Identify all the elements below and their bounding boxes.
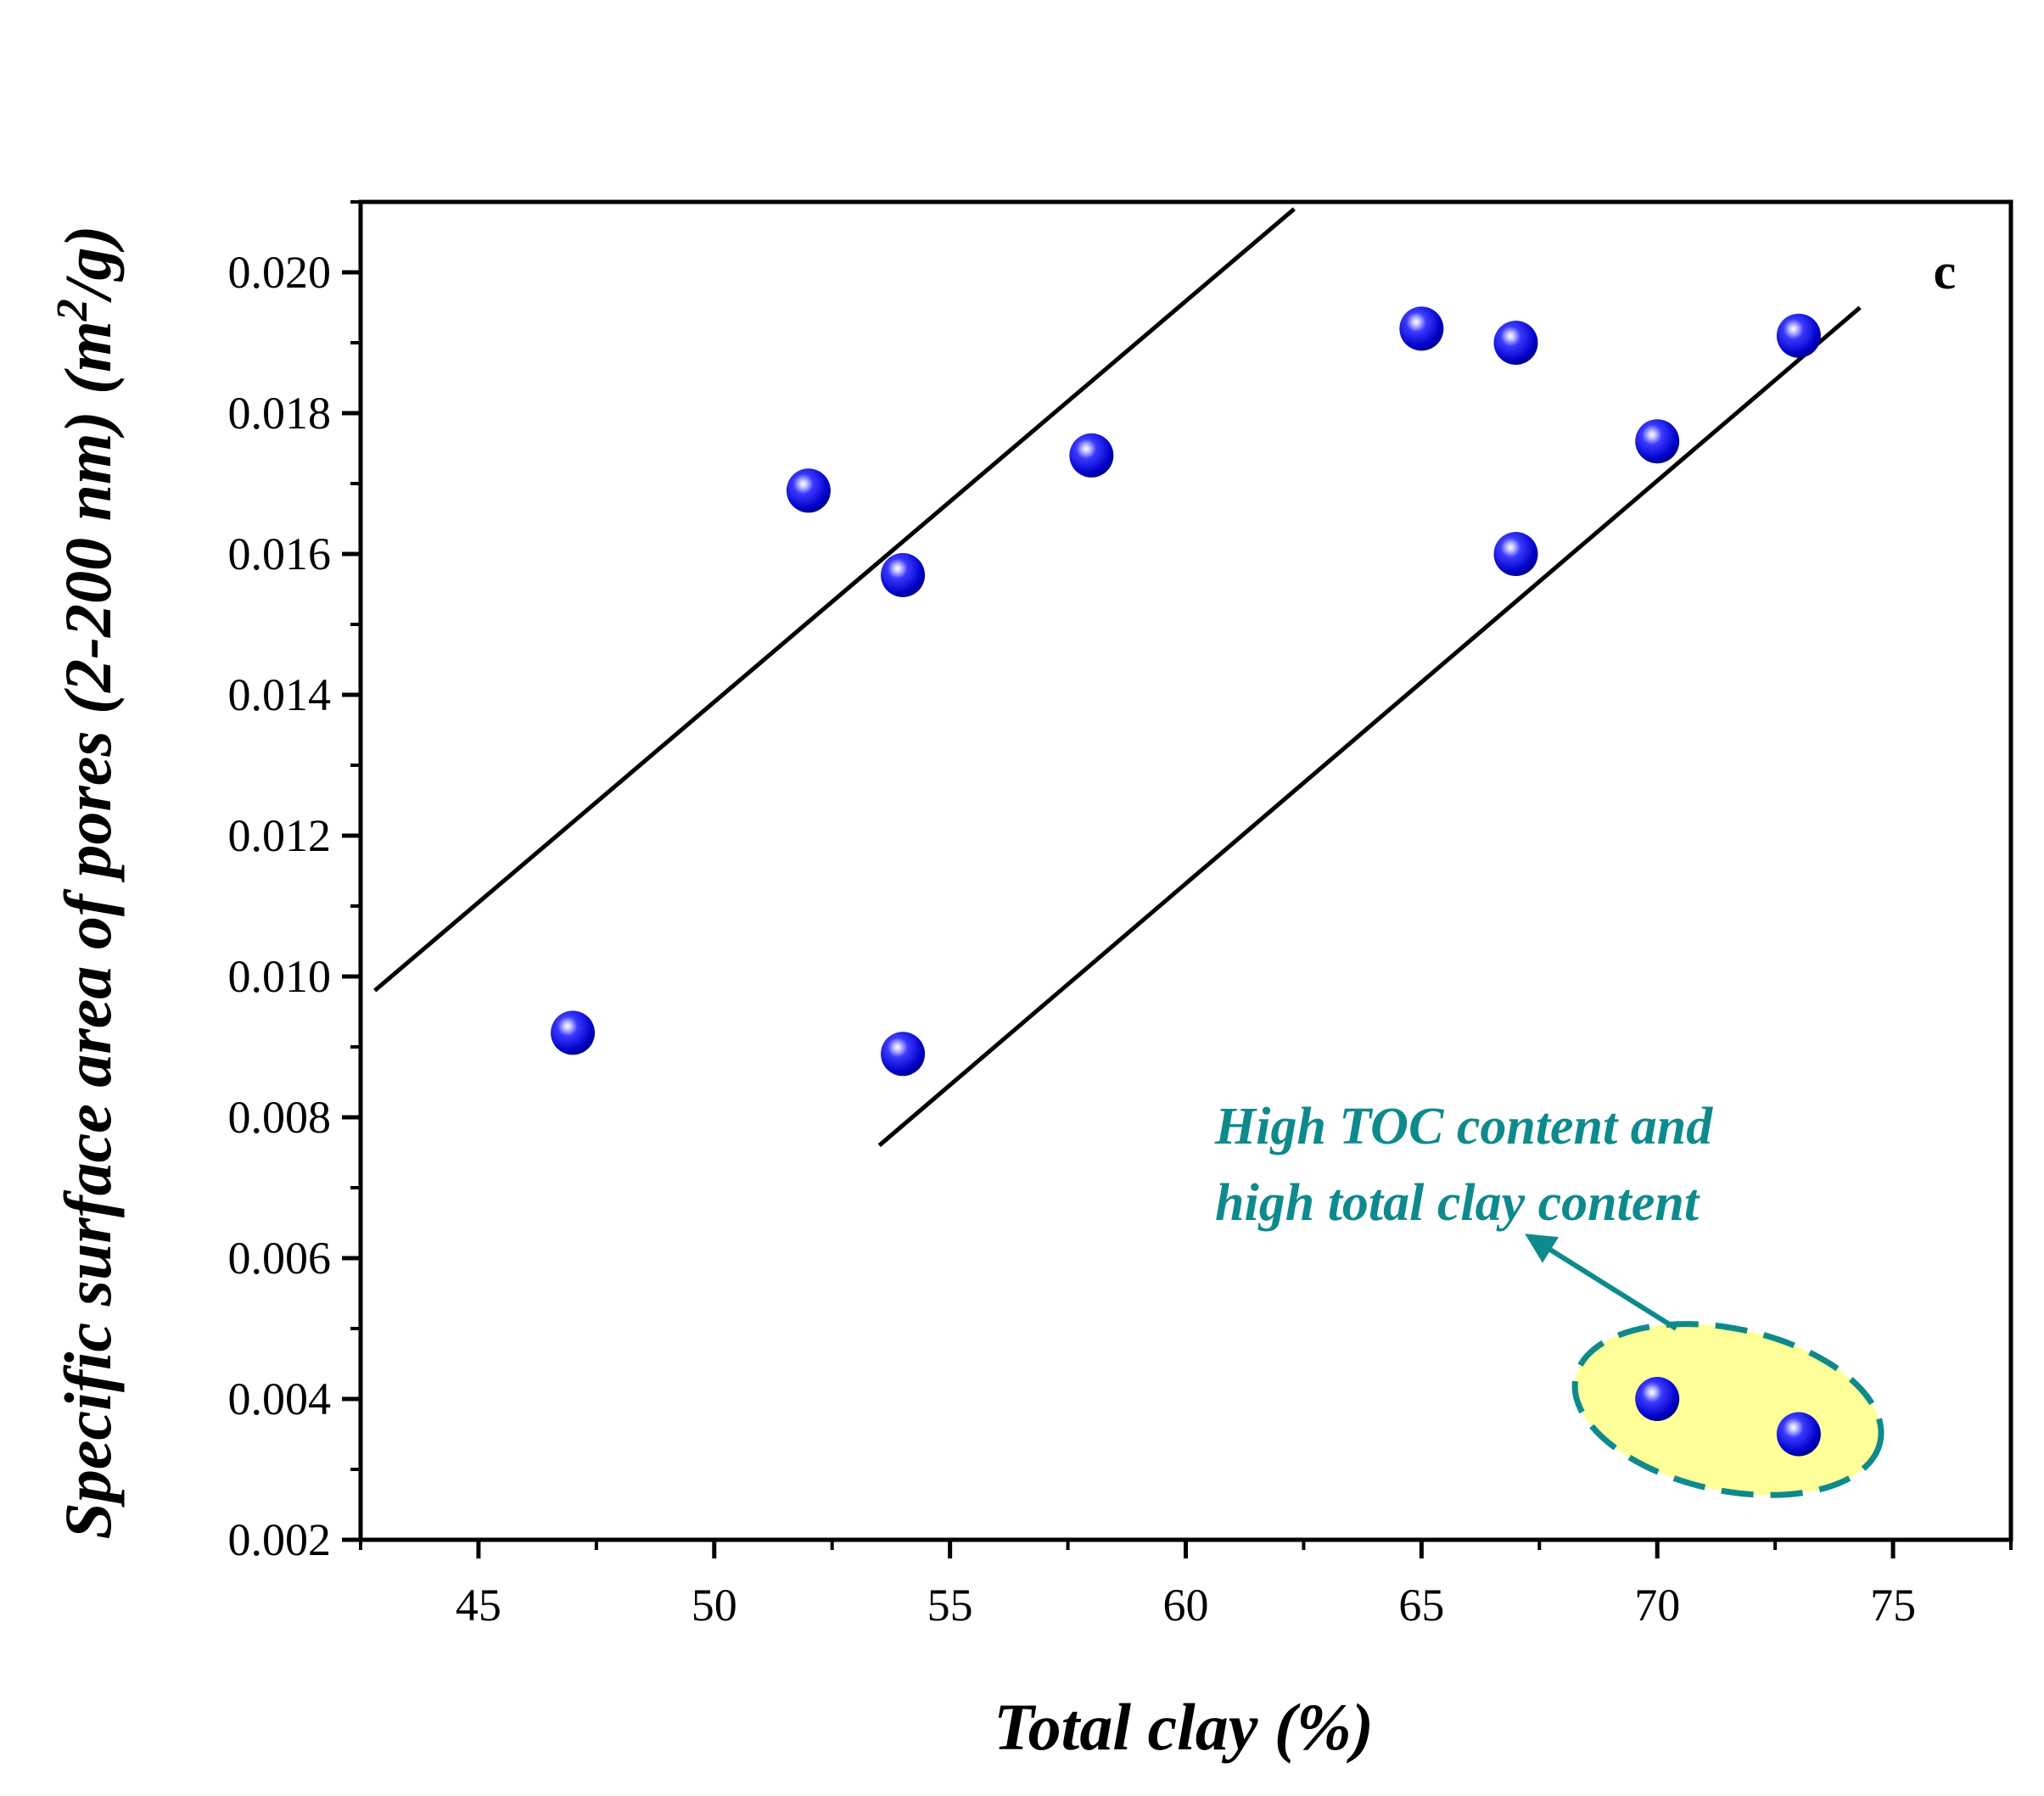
y-axis-title: Specific surface area of pores (2-200 nm… bbox=[48, 226, 126, 1540]
data-point bbox=[551, 1010, 596, 1055]
data-point bbox=[1399, 306, 1444, 351]
y-tick-label: 0.020 bbox=[228, 247, 332, 298]
trend-lines bbox=[373, 207, 1862, 1148]
data-point bbox=[1493, 321, 1538, 365]
annotation-line-1: High TOC content and bbox=[1214, 1098, 1713, 1155]
x-tick-label: 60 bbox=[1163, 1580, 1209, 1631]
y-axis-title-end: /g) bbox=[51, 226, 125, 304]
y-tick-label: 0.012 bbox=[228, 810, 332, 861]
x-tick-label: 45 bbox=[456, 1580, 501, 1631]
annotation-arrow bbox=[1525, 1234, 1678, 1331]
x-tick-label: 75 bbox=[1870, 1580, 1916, 1631]
x-tick-label: 50 bbox=[692, 1580, 737, 1631]
trend-line bbox=[877, 305, 1862, 1148]
y-tick-label: 0.018 bbox=[228, 388, 332, 439]
y-tick-label: 0.014 bbox=[228, 669, 332, 720]
y-axis-ticks: 0.002 0.004 0.006 0.008 0.010 0.012 0.014 0.016… bbox=[228, 200, 361, 1565]
trend-line bbox=[373, 207, 1296, 993]
x-tick-label: 65 bbox=[1398, 1580, 1444, 1631]
y-tick-label: 0.006 bbox=[228, 1233, 332, 1284]
data-point bbox=[1069, 433, 1114, 478]
y-tick-label: 0.016 bbox=[228, 529, 332, 579]
x-tick-label: 70 bbox=[1634, 1580, 1680, 1631]
data-point bbox=[1776, 313, 1821, 358]
data-point bbox=[1635, 419, 1680, 464]
data-points bbox=[551, 306, 1821, 1457]
annotation-line-2: high total clay content bbox=[1215, 1174, 1700, 1232]
data-point bbox=[786, 468, 831, 513]
x-axis-ticks: 45 50 55 60 65 70 75 bbox=[359, 1540, 2013, 1631]
y-axis-title-superscript: 2 bbox=[48, 299, 97, 322]
data-point bbox=[1776, 1412, 1821, 1457]
highlight-ellipse bbox=[1571, 1321, 1884, 1498]
y-tick-label: 0.008 bbox=[228, 1092, 332, 1143]
panel-label: c bbox=[1934, 243, 1957, 299]
data-point bbox=[1493, 532, 1538, 576]
data-point bbox=[881, 552, 926, 597]
x-axis-title: Total clay (%) bbox=[994, 1690, 1374, 1764]
y-tick-label: 0.010 bbox=[228, 951, 332, 1002]
y-tick-label: 0.002 bbox=[228, 1514, 332, 1565]
data-point bbox=[881, 1032, 926, 1077]
data-point bbox=[1635, 1377, 1680, 1421]
y-tick-label: 0.004 bbox=[228, 1374, 332, 1424]
x-tick-label: 55 bbox=[927, 1580, 973, 1631]
y-axis-title-main: Specific surface area of pores (2-200 nm… bbox=[51, 321, 125, 1539]
